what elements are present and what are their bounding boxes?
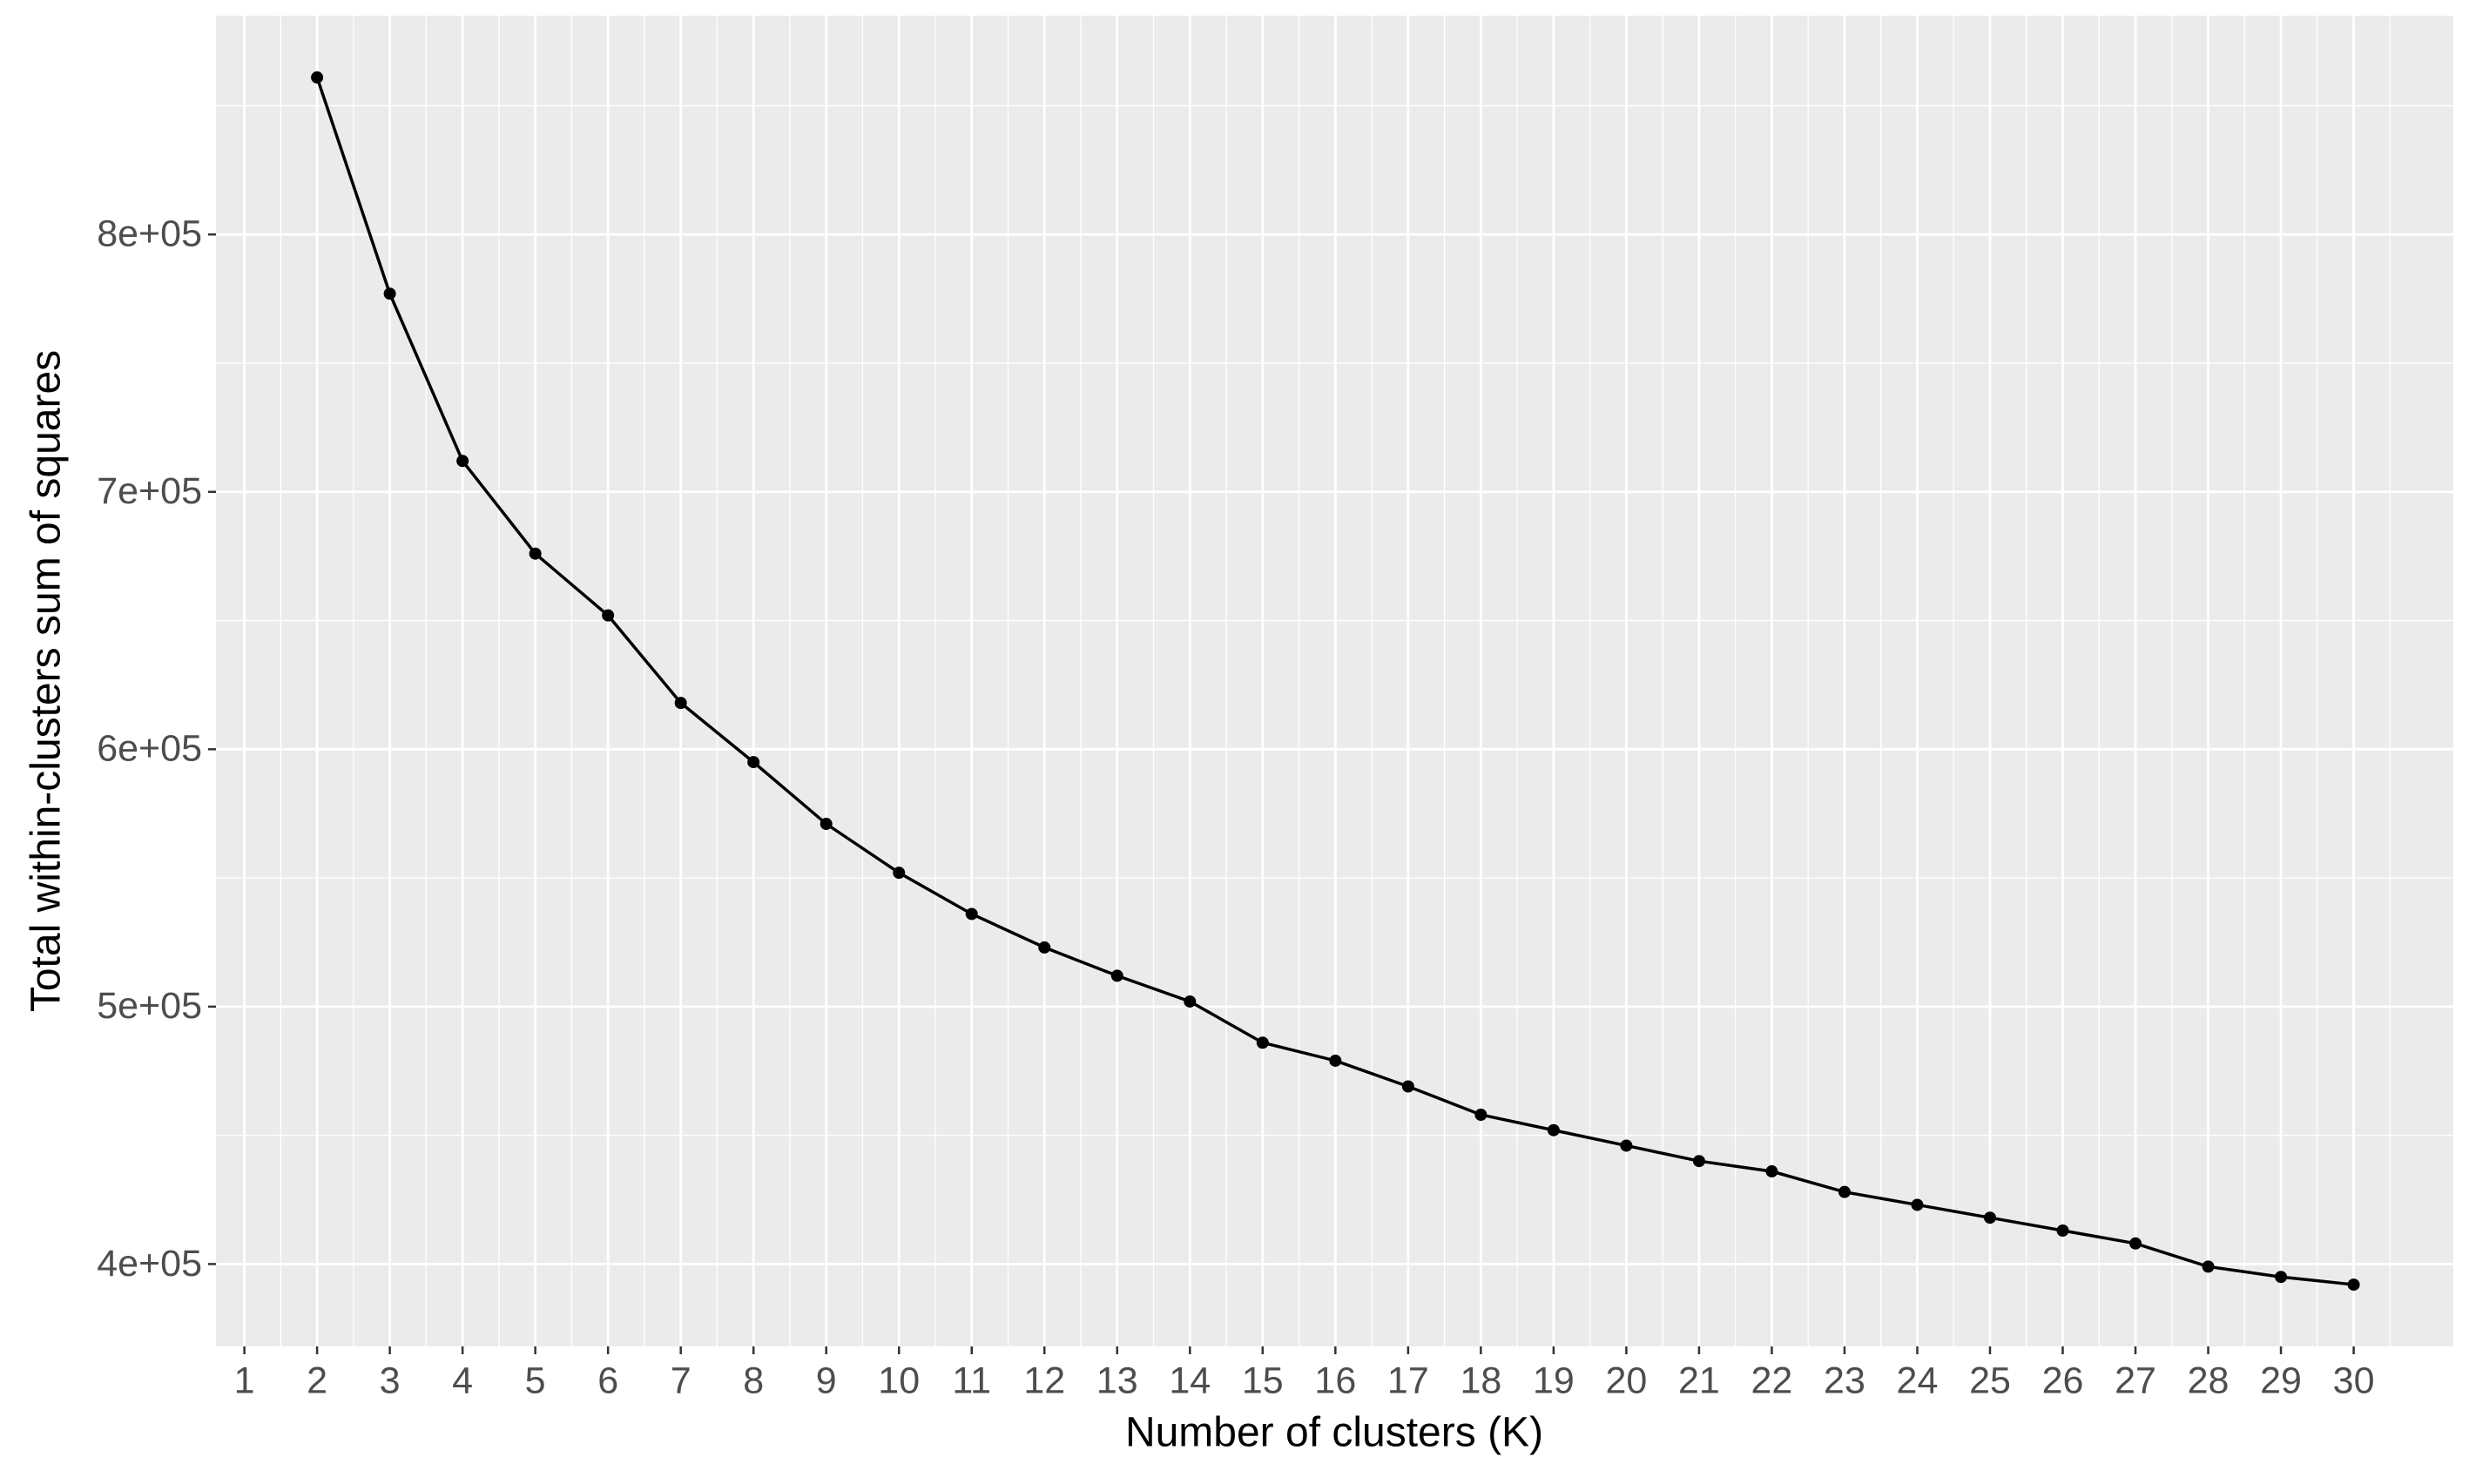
data-point	[1547, 1123, 1560, 1137]
x-tick-label: 10	[878, 1359, 920, 1401]
data-point	[1184, 995, 1197, 1008]
data-point	[1038, 941, 1051, 954]
x-tick-label: 16	[1314, 1359, 1356, 1401]
y-tick-label: 4e+05	[97, 1243, 202, 1285]
x-tick-label: 1	[234, 1359, 255, 1401]
x-tick-label: 6	[597, 1359, 618, 1401]
y-tick-label: 5e+05	[97, 985, 202, 1027]
x-tick-label: 26	[2042, 1359, 2084, 1401]
data-point	[2202, 1260, 2215, 1273]
x-tick-label: 24	[1897, 1359, 1939, 1401]
data-point	[747, 756, 760, 769]
x-tick-label: 30	[2333, 1359, 2375, 1401]
x-tick-label: 15	[1242, 1359, 1284, 1401]
x-tick-label: 29	[2260, 1359, 2302, 1401]
data-point	[2056, 1224, 2069, 1238]
y-tick-label: 7e+05	[97, 470, 202, 512]
y-axis-title: Total within-clusters sum of squares	[24, 350, 70, 1012]
x-tick-label: 2	[307, 1359, 327, 1401]
x-tick-label: 8	[743, 1359, 764, 1401]
data-point	[1838, 1185, 1851, 1198]
data-point	[2129, 1237, 2142, 1250]
x-tick-label: 18	[1460, 1359, 1501, 1401]
data-point	[1911, 1198, 1924, 1211]
data-point	[1110, 969, 1123, 982]
data-point	[965, 907, 978, 921]
data-point	[311, 71, 324, 84]
x-tick-label: 11	[952, 1359, 991, 1401]
x-tick-label: 19	[1533, 1359, 1575, 1401]
x-tick-label: 23	[1824, 1359, 1865, 1401]
y-tick-label: 6e+05	[97, 728, 202, 770]
x-tick-label: 27	[2115, 1359, 2156, 1401]
x-tick-label: 25	[1969, 1359, 2011, 1401]
x-tick-label: 28	[2188, 1359, 2230, 1401]
data-point	[1983, 1211, 1996, 1224]
x-tick-label: 22	[1751, 1359, 1793, 1401]
data-point	[529, 547, 542, 560]
data-point	[674, 697, 687, 710]
x-tick-label: 21	[1678, 1359, 1720, 1401]
data-point	[820, 818, 833, 831]
data-point	[602, 609, 615, 622]
x-tick-label: 9	[816, 1359, 837, 1401]
data-point	[1401, 1080, 1414, 1093]
x-tick-label: 13	[1096, 1359, 1138, 1401]
data-point	[1620, 1139, 1633, 1152]
data-point	[893, 867, 906, 880]
x-tick-label: 4	[452, 1359, 473, 1401]
data-point	[2275, 1271, 2288, 1284]
data-point	[1765, 1165, 1778, 1178]
data-point	[2347, 1278, 2360, 1292]
y-tick-label: 8e+05	[97, 213, 202, 255]
x-axis-title: Number of clusters (K)	[1125, 1410, 1543, 1456]
data-point	[1329, 1054, 1342, 1067]
x-tick-label: 14	[1169, 1359, 1211, 1401]
data-point	[456, 455, 469, 468]
x-tick-label: 7	[671, 1359, 691, 1401]
x-tick-label: 3	[380, 1359, 401, 1401]
x-tick-label: 17	[1387, 1359, 1429, 1401]
x-tick-label: 5	[525, 1359, 546, 1401]
data-point	[1692, 1155, 1705, 1168]
data-point	[1256, 1036, 1269, 1049]
data-point	[383, 287, 396, 300]
x-tick-label: 12	[1023, 1359, 1065, 1401]
x-tick-label: 20	[1605, 1359, 1647, 1401]
data-point	[1474, 1109, 1487, 1122]
